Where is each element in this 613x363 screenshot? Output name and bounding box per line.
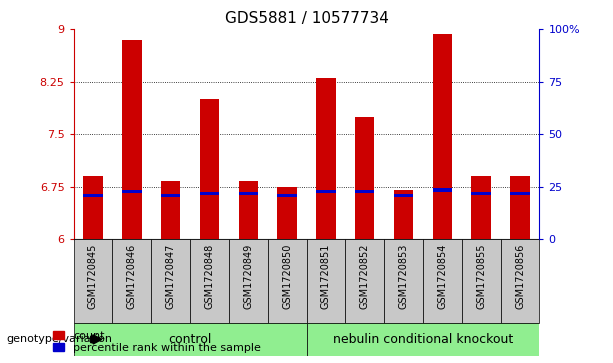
Bar [122, 190, 142, 193]
Bar [200, 99, 219, 239]
Text: GSM1720854: GSM1720854 [438, 243, 447, 309]
Bar [83, 176, 103, 239]
Bar [278, 194, 297, 197]
Bar [433, 188, 452, 192]
Bar [423, 239, 462, 323]
Bar [229, 239, 268, 323]
Text: GSM1720851: GSM1720851 [321, 243, 331, 309]
Text: GSM1720845: GSM1720845 [88, 243, 98, 309]
Bar [316, 78, 336, 239]
Bar [510, 176, 530, 239]
FancyArrow shape [91, 335, 102, 344]
Text: genotype/variation: genotype/variation [6, 334, 112, 344]
Bar [238, 181, 258, 239]
Bar [151, 239, 190, 323]
Bar [161, 194, 180, 197]
Bar [471, 176, 491, 239]
Text: GSM1720847: GSM1720847 [166, 243, 175, 309]
Bar [471, 192, 491, 195]
Text: nebulin conditional knockout: nebulin conditional knockout [333, 333, 513, 346]
Text: GSM1720852: GSM1720852 [360, 243, 370, 309]
Bar [268, 239, 306, 323]
Text: GSM1720853: GSM1720853 [398, 243, 408, 309]
Bar [74, 323, 306, 356]
Bar [122, 40, 142, 239]
Bar [394, 190, 413, 239]
Bar [462, 239, 501, 323]
Title: GDS5881 / 10577734: GDS5881 / 10577734 [224, 12, 389, 26]
Bar [355, 117, 375, 239]
Bar [83, 194, 103, 197]
Bar [74, 239, 112, 323]
Bar [510, 192, 530, 195]
Bar [278, 187, 297, 239]
Text: GSM1720856: GSM1720856 [515, 243, 525, 309]
Text: GSM1720846: GSM1720846 [127, 243, 137, 309]
Bar [306, 323, 539, 356]
Bar [394, 194, 413, 197]
Text: GSM1720849: GSM1720849 [243, 243, 253, 309]
Bar [112, 239, 151, 323]
Bar [161, 181, 180, 239]
Bar [316, 190, 336, 193]
Text: control: control [169, 333, 211, 346]
Bar [433, 34, 452, 239]
Bar [306, 239, 345, 323]
Text: GSM1720850: GSM1720850 [282, 243, 292, 309]
Bar [355, 190, 375, 193]
Bar [200, 192, 219, 195]
Text: GSM1720855: GSM1720855 [476, 243, 486, 309]
Bar [190, 239, 229, 323]
Text: GSM1720848: GSM1720848 [205, 243, 215, 309]
Bar [384, 239, 423, 323]
Bar [238, 192, 258, 195]
Bar [345, 239, 384, 323]
Bar [501, 239, 539, 323]
Legend: count, percentile rank within the sample: count, percentile rank within the sample [48, 326, 265, 358]
